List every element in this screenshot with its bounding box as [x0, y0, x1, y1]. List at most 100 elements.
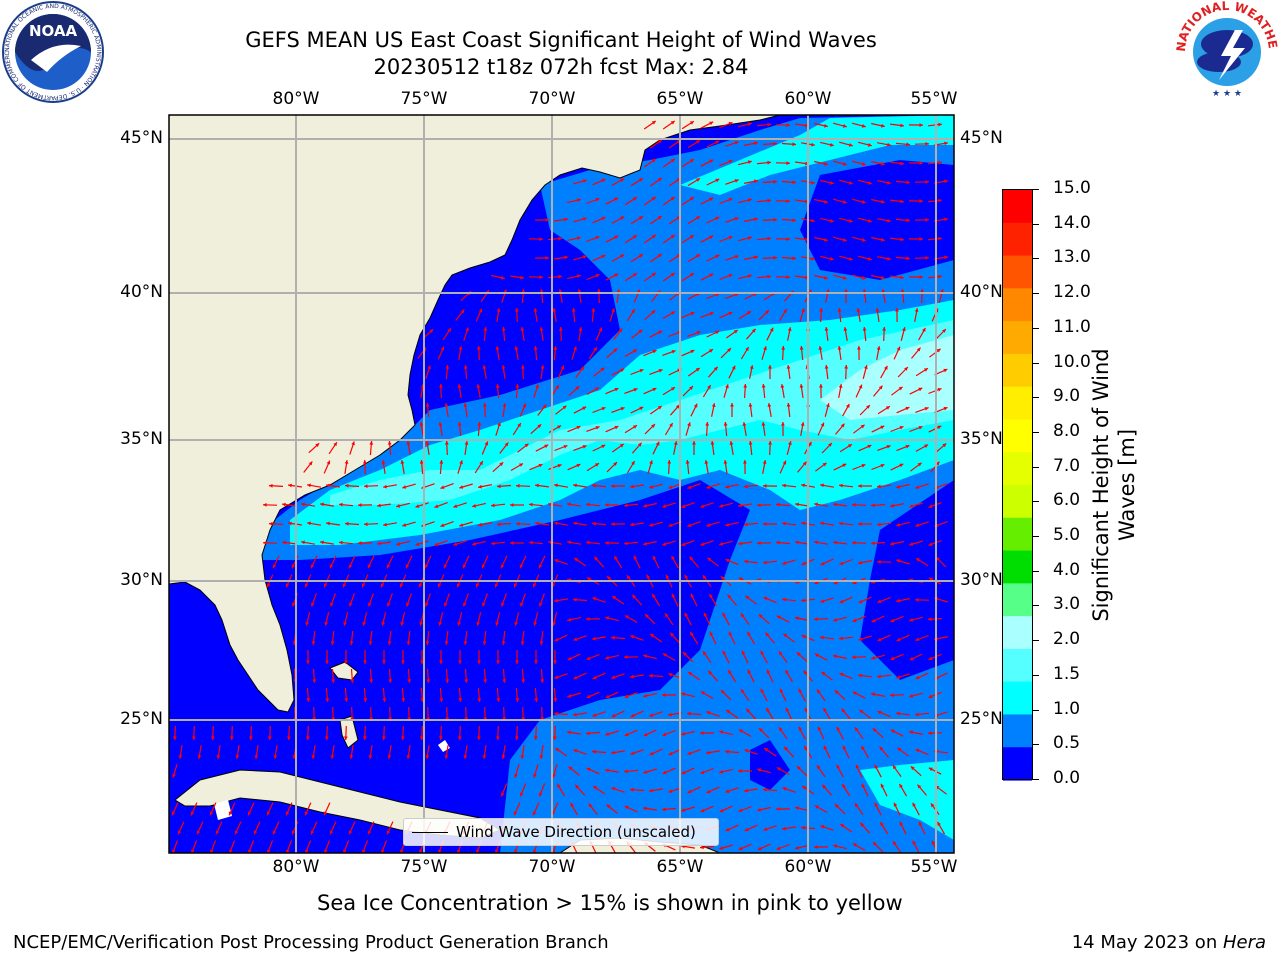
wave-direction-arrowhead	[633, 425, 637, 429]
colorbar-tick-label: 0.5	[1053, 733, 1081, 754]
wave-direction-arrowhead	[447, 328, 451, 333]
wave-direction-arrowhead	[816, 689, 821, 694]
wave-direction-arrowhead	[792, 142, 796, 147]
wave-direction-arrowhead	[592, 521, 596, 526]
wave-direction-arrowhead	[534, 660, 538, 664]
wave-direction-arrowhead	[643, 541, 647, 546]
wave-direction-arrowhead	[593, 786, 598, 790]
wave-direction-arrowhead	[627, 575, 631, 580]
wave-direction-arrowhead	[643, 732, 648, 737]
wave-direction-arrowhead	[367, 564, 372, 569]
wave-direction-arrowhead	[463, 641, 468, 645]
wave-direction-arrowhead	[938, 274, 942, 279]
wave-direction-arrowhead	[554, 637, 559, 642]
wave-direction-arrowhead	[582, 255, 587, 259]
wave-direction-arrowhead	[387, 755, 392, 759]
wave-direction-arrowhead	[662, 653, 667, 657]
wave-direction-arrowhead	[754, 179, 758, 184]
wave-direction-arrowhead	[803, 670, 808, 675]
wave-direction-arrowhead	[909, 504, 914, 508]
colorbar-tick-label: 13.0	[1053, 247, 1091, 268]
wave-direction-arrowhead	[594, 556, 599, 561]
wave-direction-arrowhead	[658, 330, 663, 335]
wave-direction-arrowhead	[743, 460, 747, 464]
wave-direction-arrowhead	[605, 768, 609, 773]
wave-direction-arrowhead	[700, 691, 705, 695]
wave-direction-arrowhead	[782, 826, 786, 831]
wave-direction-arrowhead	[638, 216, 643, 220]
wave-direction-arrowhead	[350, 679, 355, 683]
wave-direction-arrowhead	[708, 670, 713, 675]
wave-direction-arrowhead	[706, 711, 711, 715]
wave-direction-arrowhead	[553, 698, 558, 702]
wave-direction-arrowhead	[247, 811, 252, 816]
wave-direction-arrowhead	[539, 275, 543, 279]
wave-direction-arrowhead	[892, 765, 897, 770]
wave-direction-arrowhead	[670, 159, 675, 163]
wave-direction-arrowhead	[671, 555, 675, 560]
wave-direction-arrowhead	[761, 422, 766, 426]
wave-direction-arrowhead	[742, 422, 747, 426]
wave-direction-arrowhead	[592, 675, 597, 680]
wave-direction-arrowhead	[852, 618, 857, 623]
wave-direction-arrowhead	[924, 407, 929, 411]
noaa-logo: NOAA NATIONAL OCEANIC AND ATMOSPHERIC AD…	[1, 0, 104, 103]
wave-direction-arrowhead	[324, 849, 328, 853]
wave-direction-arrowhead	[819, 308, 824, 312]
wave-direction-arrowhead	[786, 365, 791, 369]
wave-direction-arrowhead	[754, 255, 758, 260]
wave-direction-arrowhead	[344, 460, 349, 464]
wave-direction-arrowhead	[630, 484, 634, 489]
wave-direction-arrowhead	[781, 422, 785, 426]
wave-direction-arrowhead	[700, 808, 705, 813]
wave-direction-arrowhead	[906, 256, 910, 261]
wave-direction-arrowhead	[937, 388, 942, 392]
wave-direction-arrowhead	[885, 406, 890, 410]
wave-direction-arrowhead	[291, 830, 296, 835]
wave-direction-arrowhead	[614, 273, 619, 278]
wave-direction-arrowhead	[586, 540, 590, 545]
wave-direction-arrowhead	[814, 540, 818, 545]
wave-direction-arrowhead	[925, 142, 929, 146]
island-d	[214, 800, 232, 820]
wave-direction-arrowhead	[425, 641, 430, 645]
wave-direction-arrowhead	[388, 679, 393, 683]
wave-direction-arrowhead	[611, 787, 616, 791]
wave-direction-arrowhead	[861, 200, 866, 204]
wave-direction-arrowhead	[765, 632, 770, 637]
wave-direction-arrowhead	[386, 830, 391, 835]
wave-direction-arrowhead	[690, 311, 695, 316]
wave-direction-arrowhead	[645, 614, 649, 618]
wave-direction-arrowhead	[344, 698, 349, 702]
wave-direction-arrowhead	[596, 289, 601, 293]
wave-direction-arrowhead	[478, 484, 482, 489]
wave-direction-arrowhead	[673, 441, 678, 445]
wave-direction-arrowhead	[515, 698, 520, 702]
wave-direction-arrowhead	[802, 786, 807, 790]
colorbar-segment	[1003, 714, 1032, 748]
wave-direction-arrowhead	[326, 483, 330, 488]
wave-direction-arrowhead	[839, 483, 843, 488]
wave-direction-arrowhead	[649, 713, 654, 717]
wave-direction-arrowhead	[496, 308, 501, 312]
wave-direction-arrowhead	[368, 641, 373, 645]
wave-direction-arrowhead	[361, 583, 366, 588]
wave-direction-arrowhead	[786, 161, 790, 165]
wave-direction-arrowhead	[558, 327, 563, 331]
wave-direction-arrowhead	[196, 830, 201, 835]
wave-direction-arrowhead	[670, 197, 675, 201]
wave-direction-arrowhead	[824, 199, 828, 204]
wave-direction-arrowhead	[444, 602, 448, 607]
wave-direction-arrowhead	[690, 349, 695, 354]
footer-left: NCEP/EMC/Verification Post Processing Pr…	[13, 932, 609, 953]
wave-direction-arrowhead	[465, 327, 469, 332]
colorbar-segment	[1003, 190, 1032, 224]
wave-direction-arrowhead	[643, 806, 647, 811]
wave-direction-arrowhead	[611, 713, 616, 718]
wave-direction-arrowhead	[576, 463, 581, 468]
wave-direction-arrowhead	[821, 671, 826, 676]
wave-direction-arrowhead	[725, 558, 730, 563]
wave-direction-arrowhead	[893, 841, 897, 846]
wave-direction-arrowhead	[516, 521, 520, 526]
wave-direction-arrowhead	[836, 726, 840, 731]
